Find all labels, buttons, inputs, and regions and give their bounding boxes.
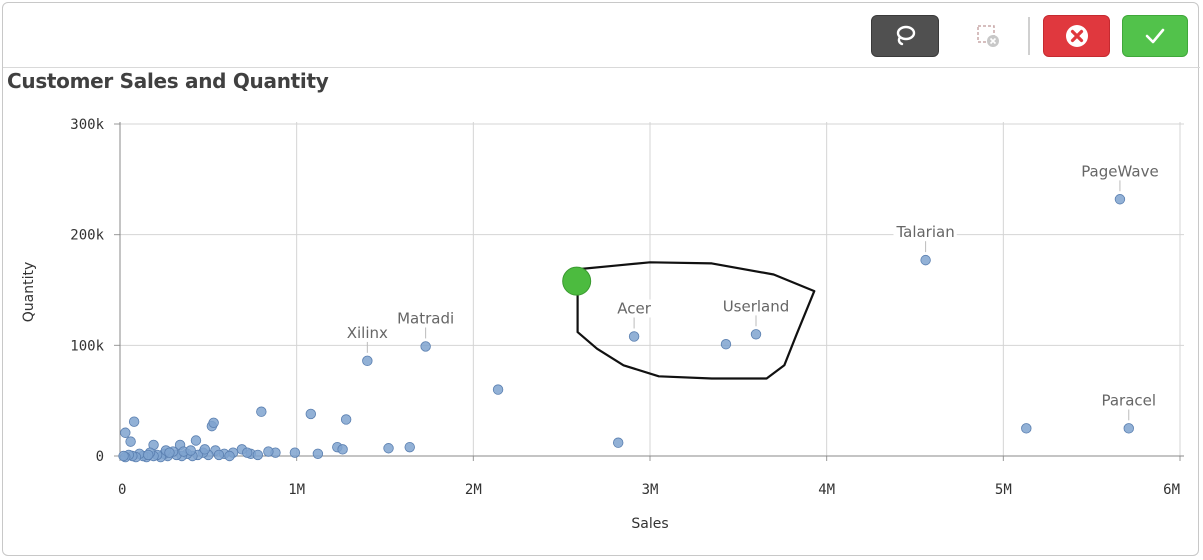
data-point <box>289 447 301 458</box>
label-background <box>395 309 457 328</box>
x-tick-label: 6M <box>1163 482 1180 498</box>
data-point <box>256 406 267 417</box>
data-point <box>750 329 762 340</box>
x-tick-label: 0 <box>118 482 126 498</box>
data-point <box>337 444 348 455</box>
data-point <box>420 341 431 352</box>
toolbar-divider <box>1028 17 1030 55</box>
data-point <box>628 331 640 342</box>
y-tick-label: 0 <box>96 449 104 465</box>
data-point <box>1123 423 1134 434</box>
data-point <box>208 417 219 429</box>
label-background <box>893 223 957 242</box>
y-tick-label: 200k <box>70 228 104 244</box>
point-labels: PageWave Talarian Userland Acer Matradi Xilin… <box>344 162 1161 421</box>
data-point <box>164 447 175 458</box>
lasso-icon <box>896 25 916 46</box>
label-background <box>1079 162 1161 181</box>
lasso-selection <box>562 261 816 380</box>
label-background <box>615 299 654 318</box>
point-label: PageWave <box>1081 162 1158 180</box>
point-label: Userland <box>723 297 790 315</box>
label-background <box>720 297 792 316</box>
axes <box>114 122 1184 461</box>
point-label: Xilinx <box>347 324 388 342</box>
data-point <box>312 448 324 459</box>
clear-selection-icon <box>977 25 999 47</box>
lasso-button[interactable] <box>871 15 939 57</box>
x-axis-label: Sales <box>631 516 668 532</box>
data-point <box>492 384 504 395</box>
data-point <box>720 339 732 350</box>
point-label: Acer <box>617 299 651 317</box>
data-point <box>199 444 211 455</box>
data-point <box>1114 194 1126 205</box>
selection-toolbar <box>3 3 1200 68</box>
confirm-button[interactable] <box>1122 15 1188 57</box>
data-point <box>213 449 225 461</box>
data-point <box>128 416 140 427</box>
point-label: Paracel <box>1101 391 1156 409</box>
data-point <box>185 445 196 456</box>
data-point <box>252 449 263 461</box>
data-point <box>340 414 352 425</box>
y-tick-label: 300k <box>70 117 104 133</box>
data-point <box>143 449 154 461</box>
data-point <box>190 435 202 446</box>
data-points <box>118 194 1134 463</box>
y-tick-label: 100k <box>70 338 104 354</box>
x-tick-label: 2M <box>465 482 482 498</box>
clear-selection-button[interactable] <box>966 15 1010 57</box>
data-point <box>383 443 394 454</box>
data-point <box>241 447 253 458</box>
y-axis-label: Quantity <box>21 262 37 323</box>
point-label: Talarian <box>895 223 954 241</box>
chart-title: Customer Sales and Quantity <box>7 69 329 93</box>
data-point <box>120 427 131 438</box>
point-label: Matradi <box>397 309 454 327</box>
lasso-path <box>576 261 816 380</box>
data-point <box>1021 423 1032 434</box>
x-tick-label: 1M <box>288 482 305 498</box>
data-point <box>920 254 931 266</box>
tick-labels: 0 1M 2M 3M 4M 5M 6M 0 100k 200k 300k <box>70 117 1180 498</box>
label-background <box>1099 391 1159 410</box>
data-point <box>263 446 274 457</box>
data-point <box>118 450 129 462</box>
data-point <box>305 408 317 420</box>
x-tick-label: 4M <box>818 482 835 498</box>
x-tick-label: 3M <box>642 482 659 498</box>
data-point <box>404 441 415 453</box>
grid-lines <box>120 122 1184 456</box>
label-background <box>344 323 391 342</box>
data-point <box>613 437 624 448</box>
cancel-button[interactable] <box>1043 15 1110 57</box>
data-point <box>362 355 373 367</box>
checkmark-icon <box>1145 28 1165 44</box>
close-icon <box>1065 25 1088 47</box>
data-point <box>224 450 235 462</box>
x-tick-label: 5M <box>995 482 1012 498</box>
lasso-start-handle <box>562 266 592 296</box>
data-point <box>125 436 136 447</box>
